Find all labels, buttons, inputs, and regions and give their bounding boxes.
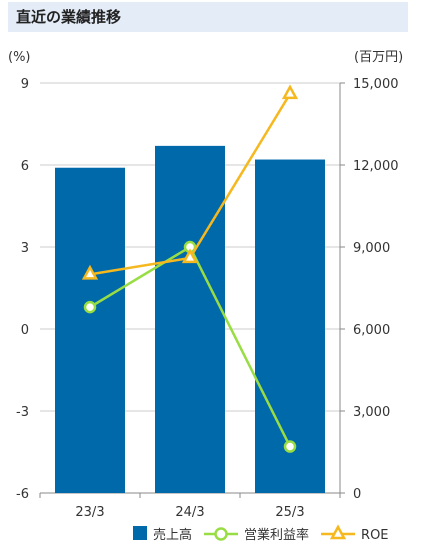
legend-label: 営業利益率 [244,527,309,543]
left-tick-label: -6 [16,487,29,502]
data-point [81,264,99,280]
left-axis-unit: (%) [8,50,31,65]
legend-label: ROE [361,528,388,543]
legend-marker [329,524,347,540]
data-point [283,440,297,453]
right-axis-unit: (百万円) [354,50,403,65]
line-series [81,84,299,453]
bar-series [55,145,325,494]
axes: (%) (百万円) 9 15,000 6 12,000 3 9,000 0 6,000 -3 3,00… [8,50,403,520]
x-tick-label: 23/3 [75,505,104,520]
right-tick-label: 0 [353,487,361,502]
data-point [83,300,97,314]
legend-label: 売上高 [153,527,192,543]
right-tick-label: 6,000 [353,323,390,338]
left-tick-label: 6 [21,159,29,174]
right-tick-label: 3,000 [353,405,390,420]
legend-swatch [133,526,147,540]
bar-23/3 [55,167,125,493]
x-tick-label: 25/3 [275,505,304,520]
left-tick-label: 0 [21,323,29,338]
left-tick-label: 3 [21,241,29,256]
x-tick-label: 24/3 [175,505,204,520]
left-tick-label: 9 [21,77,29,92]
bar-25/3 [255,159,325,494]
right-tick-label: 9,000 [353,241,390,256]
left-tick-label: -3 [16,405,29,420]
right-tick-label: 15,000 [353,77,399,92]
right-tick-label: 12,000 [353,159,399,174]
legend: 売上高 営業利益率 ROE [133,524,389,543]
bar-24/3 [155,145,225,493]
data-point [281,84,299,100]
chart-title: 直近の業績推移 [8,2,408,32]
data-point [181,248,199,264]
legend-marker [214,527,228,541]
